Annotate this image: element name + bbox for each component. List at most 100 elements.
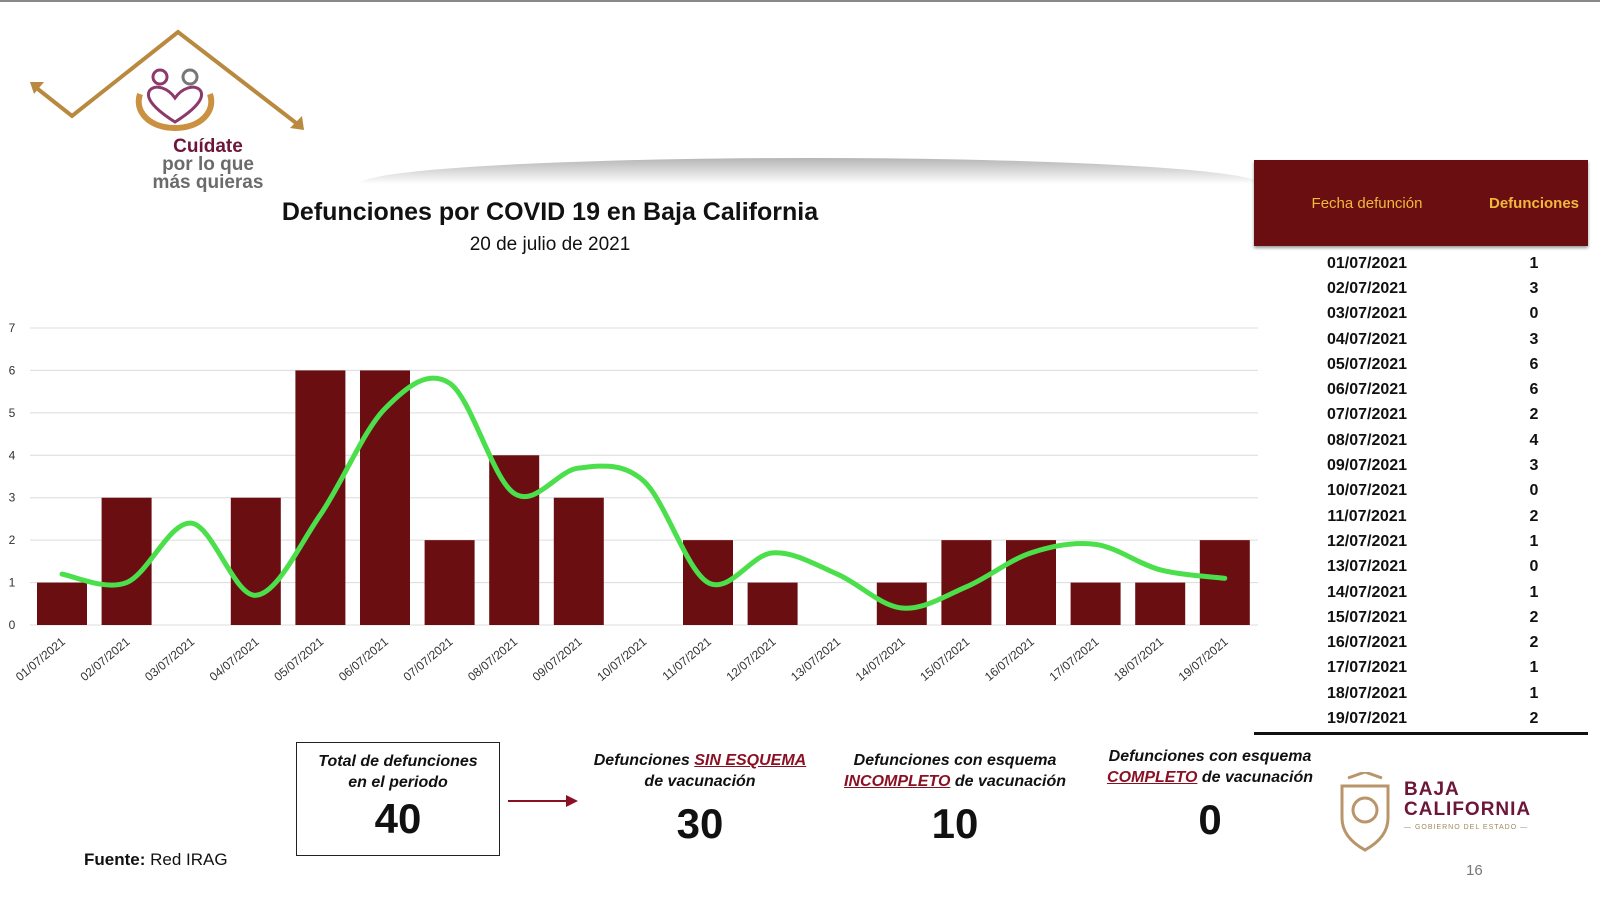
table-cell-deaths: 3 — [1529, 330, 1539, 348]
x-tick-label: 11/07/2021 — [660, 634, 715, 683]
decorative-shadow — [360, 158, 1260, 184]
table-cell-deaths: 1 — [1529, 684, 1539, 702]
table-cell-date: 14/07/2021 — [1326, 583, 1408, 601]
incomplete-label: Defunciones con esquema INCOMPLETO de va… — [835, 750, 1075, 792]
bar — [941, 540, 992, 625]
table-cell-deaths: 6 — [1529, 355, 1539, 373]
y-tick-label: 0 — [9, 618, 16, 632]
table-cell-deaths: 1 — [1529, 659, 1539, 677]
table-body: 01/07/2021 1 02/07/2021 3 03/07/2021 0 04/07/2… — [1254, 246, 1588, 735]
table-cell-deaths: 0 — [1529, 558, 1539, 576]
total-label: Total de defunciones en el periodo — [297, 751, 499, 793]
table-cell-date: 05/07/2021 — [1326, 355, 1408, 373]
table-row: 16/07/2021 2 — [1254, 630, 1588, 655]
x-tick-label: 08/07/2021 — [465, 634, 520, 684]
table-cell-deaths: 3 — [1529, 457, 1539, 475]
table-cell-deaths: 1 — [1529, 532, 1539, 550]
x-tick-label: 07/07/2021 — [401, 634, 456, 684]
table-cell-deaths: 3 — [1529, 279, 1539, 297]
x-tick-label: 19/07/2021 — [1176, 634, 1231, 684]
table-cell-date: 15/07/2021 — [1326, 608, 1408, 626]
x-tick-label: 13/07/2021 — [788, 634, 843, 684]
total-label-line-1: Total de defunciones — [318, 753, 478, 770]
y-tick-label: 4 — [9, 448, 16, 462]
table-cell-deaths: 4 — [1529, 431, 1539, 449]
government-name: BAJA CALIFORNIA — [1404, 780, 1531, 820]
x-tick-label: 14/07/2021 — [853, 634, 908, 684]
table-row: 12/07/2021 1 — [1254, 529, 1588, 554]
unvaccinated-label-a: Defunciones — [593, 752, 695, 769]
table-cell-deaths: 1 — [1529, 583, 1539, 601]
bar — [1135, 582, 1186, 625]
table-cell-date: 06/07/2021 — [1326, 381, 1408, 399]
state-seal-icon — [1340, 770, 1390, 852]
x-tick-label: 03/07/2021 — [142, 634, 197, 684]
table-row: 05/07/2021 6 — [1254, 352, 1588, 377]
x-tick-label: 06/07/2021 — [336, 634, 391, 684]
table-row: 17/07/2021 1 — [1254, 656, 1588, 681]
x-tick-label: 04/07/2021 — [207, 634, 262, 684]
table-row: 15/07/2021 2 — [1254, 605, 1588, 630]
table-cell-date: 16/07/2021 — [1326, 634, 1408, 652]
table-row: 01/07/2021 1 — [1254, 251, 1588, 276]
unvaccinated-stat: Defunciones SIN ESQUEMA de vacunación 30 — [580, 750, 820, 848]
table-cell-deaths: 1 — [1529, 254, 1539, 272]
table-cell-deaths: 0 — [1529, 305, 1539, 323]
unvaccinated-label-emphasis: SIN ESQUEMA — [694, 752, 807, 769]
table-cell-date: 03/07/2021 — [1326, 305, 1408, 323]
header-deaths: Defunciones — [1488, 194, 1579, 212]
x-tick-label: 05/07/2021 — [271, 634, 326, 684]
slogan-line-3: más quieras — [152, 172, 264, 193]
deaths-table: Fecha defunción Defunciones 01/07/2021 1 0… — [1254, 160, 1588, 735]
bar — [489, 455, 540, 625]
incomplete-label-b: de vacunación — [950, 773, 1066, 790]
table-cell-date: 17/07/2021 — [1326, 659, 1408, 677]
bar — [424, 540, 475, 625]
table-cell-date: 08/07/2021 — [1326, 431, 1408, 449]
complete-label-a: Defunciones con esquema — [1108, 748, 1312, 765]
header-date: Fecha defunción — [1311, 194, 1423, 212]
slogan-line-1: Cuídate — [173, 136, 243, 157]
table-cell-date: 13/07/2021 — [1326, 558, 1408, 576]
total-label-line-2: en el periodo — [348, 774, 448, 791]
table-row: 18/07/2021 1 — [1254, 681, 1588, 706]
campaign-slogan: Cuídate por lo que más quieras — [118, 136, 298, 193]
table-cell-date: 10/07/2021 — [1326, 482, 1408, 500]
bar — [101, 497, 152, 625]
campaign-logo: Cuídate por lo que más quieras — [28, 24, 318, 199]
table-cell-date: 04/07/2021 — [1326, 330, 1408, 348]
table-cell-date: 11/07/2021 — [1327, 507, 1407, 525]
arrow-right-icon — [508, 795, 578, 807]
complete-label: Defunciones con esquema COMPLETO de vacu… — [1090, 746, 1330, 788]
bar — [360, 370, 410, 625]
table-row: 09/07/2021 3 — [1254, 453, 1588, 478]
total-value: 40 — [374, 795, 422, 842]
table-cell-date: 18/07/2021 — [1326, 684, 1408, 702]
table-cell-deaths: 2 — [1529, 709, 1539, 727]
trend-line — [59, 375, 1228, 611]
deaths-bar-chart: 0 1 2 3 4 5 6 7 01/07/2021 02/07/2021 03/07/2021 04… — [9, 321, 1258, 684]
y-tick-label: 2 — [9, 533, 16, 547]
government-logo: BAJA CALIFORNIA — GOBIERNO DEL ESTADO — — [1334, 770, 1564, 856]
table-row: 08/07/2021 4 — [1254, 428, 1588, 453]
slogan-line-2: por lo que — [162, 154, 254, 175]
y-tick-label: 6 — [9, 363, 16, 377]
table-cell-date: 01/07/2021 — [1326, 254, 1408, 272]
table-row: 03/07/2021 0 — [1254, 302, 1588, 327]
government-name-line-2: CALIFORNIA — [1404, 799, 1532, 820]
total-deaths-box: Total de defunciones en el periodo 40 — [296, 742, 500, 856]
page-number: 16 — [1466, 862, 1483, 879]
bar — [295, 370, 346, 625]
table-cell-deaths: 2 — [1529, 406, 1539, 424]
table-cell-date: 02/07/2021 — [1326, 279, 1408, 297]
x-tick-label: 01/07/2021 — [13, 634, 68, 684]
table-header: Fecha defunción Defunciones — [1254, 160, 1588, 246]
bar — [37, 582, 87, 625]
y-tick-label: 1 — [9, 576, 16, 590]
source-note: Fuente: Red IRAG — [84, 850, 228, 870]
table-row: 02/07/2021 3 — [1254, 276, 1588, 301]
bar — [230, 497, 281, 625]
government-subtitle: — GOBIERNO DEL ESTADO — — [1404, 824, 1529, 831]
bar — [1199, 540, 1250, 625]
table-cell-date: 09/07/2021 — [1326, 457, 1408, 475]
